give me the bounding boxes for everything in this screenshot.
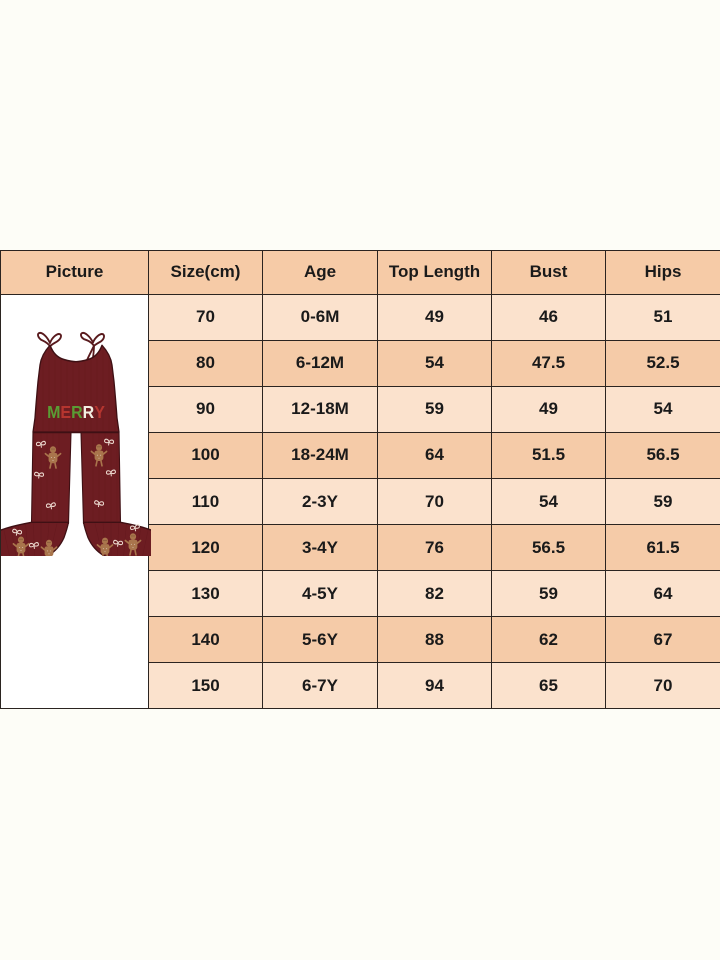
svg-text:MERRY: MERRY	[47, 402, 105, 422]
